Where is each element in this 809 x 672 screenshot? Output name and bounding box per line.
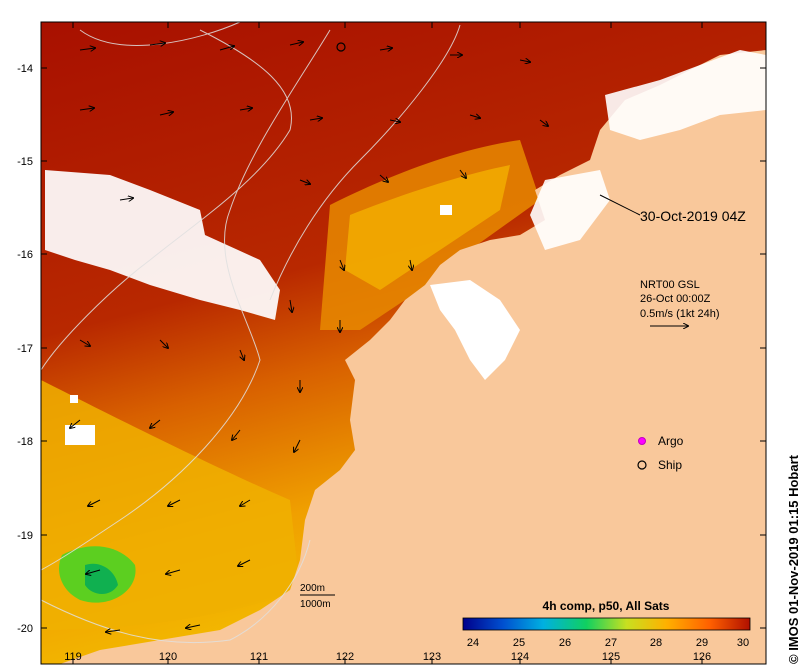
- lon-label-122: 122: [336, 651, 354, 663]
- lon-label-121: 121: [250, 651, 268, 663]
- longitude-axis: 119 120 121 122 123 124 125 126: [64, 22, 711, 664]
- colorbar-tick-26: 26: [559, 637, 571, 649]
- cloud-mask: [45, 170, 452, 445]
- colorbar-tick-30: 30: [737, 637, 749, 649]
- northern-coast-cloud: [605, 50, 766, 140]
- ship-label: Ship: [658, 458, 682, 472]
- lat-label-17: -17: [17, 343, 33, 355]
- map-area: [40, 21, 767, 665]
- lat-label-20: -20: [17, 623, 33, 635]
- colorbar-tick-29: 29: [696, 637, 708, 649]
- contour-legend: 200m 1000m: [300, 583, 335, 610]
- contour-label-200: 200m: [300, 583, 325, 594]
- current-vectors: [70, 42, 548, 632]
- latitude-axis: -14 -15 -16 -17 -18 -19 -20: [17, 63, 766, 635]
- marker-legend: Argo Ship: [637, 434, 684, 472]
- ship-position-marker: [336, 42, 346, 52]
- lon-label-126: 126: [693, 651, 711, 663]
- warm-water-plume-core: [345, 165, 510, 290]
- lon-label-119: 119: [64, 651, 82, 663]
- lat-label-18: -18: [17, 436, 33, 448]
- credit-text: © IMOS 01-Nov-2019 01:15 Hobart: [786, 454, 801, 664]
- sw-green-core: [85, 563, 118, 595]
- colorbar-tick-25: 25: [513, 637, 525, 649]
- coastal-cloud-fringe: [530, 170, 610, 250]
- colorbar-tick-28: 28: [650, 637, 662, 649]
- lon-label-124: 124: [511, 651, 529, 663]
- colorbar: 4h comp, p50, All Sats 24 25 26 27 28 29…: [456, 598, 756, 654]
- colorbar-title: 4h comp, p50, All Sats: [543, 599, 670, 613]
- lat-label-16: -16: [17, 249, 33, 261]
- lat-label-19: -19: [17, 530, 33, 542]
- lat-label-14: -14: [17, 63, 33, 75]
- map-border: [40, 21, 767, 665]
- date-label: 30-Oct-2019 04Z: [640, 208, 746, 224]
- lon-label-125: 125: [602, 651, 620, 663]
- lat-label-15: -15: [17, 156, 33, 168]
- argo-label: Argo: [658, 434, 684, 448]
- lon-label-120: 120: [159, 651, 177, 663]
- current-info-line2: 26-Oct 00:00Z: [640, 293, 711, 305]
- argo-icon: [638, 437, 646, 445]
- current-info-line3: 0.5m/s (1kt 24h): [640, 308, 719, 320]
- colorbar-tick-27: 27: [605, 637, 617, 649]
- date-pointer-line: [599, 194, 641, 216]
- colorbar-ticks: 24 25 26 27 28 29 30: [467, 637, 749, 649]
- colorbar-gradient: [462, 617, 751, 631]
- current-info-line1: NRT00 GSL: [640, 279, 700, 291]
- ship-icon: [637, 460, 647, 470]
- current-info: NRT00 GSL 26-Oct 00:00Z 0.5m/s (1kt 24h): [640, 279, 719, 326]
- king-sound-inlet: [430, 280, 520, 380]
- lon-label-123: 123: [423, 651, 441, 663]
- colorbar-tick-24: 24: [467, 637, 479, 649]
- contour-label-1000: 1000m: [300, 599, 331, 610]
